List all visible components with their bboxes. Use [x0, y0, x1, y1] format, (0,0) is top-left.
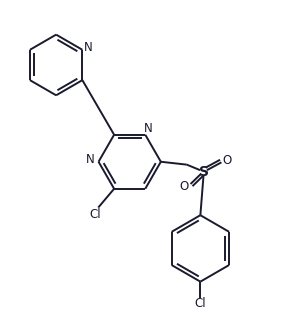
Text: Cl: Cl: [89, 208, 101, 221]
Text: Cl: Cl: [195, 298, 206, 310]
Text: O: O: [223, 154, 232, 167]
Text: S: S: [198, 165, 208, 179]
Text: N: N: [84, 41, 93, 54]
Text: N: N: [144, 122, 153, 135]
Text: O: O: [180, 180, 189, 194]
Text: N: N: [86, 153, 95, 166]
